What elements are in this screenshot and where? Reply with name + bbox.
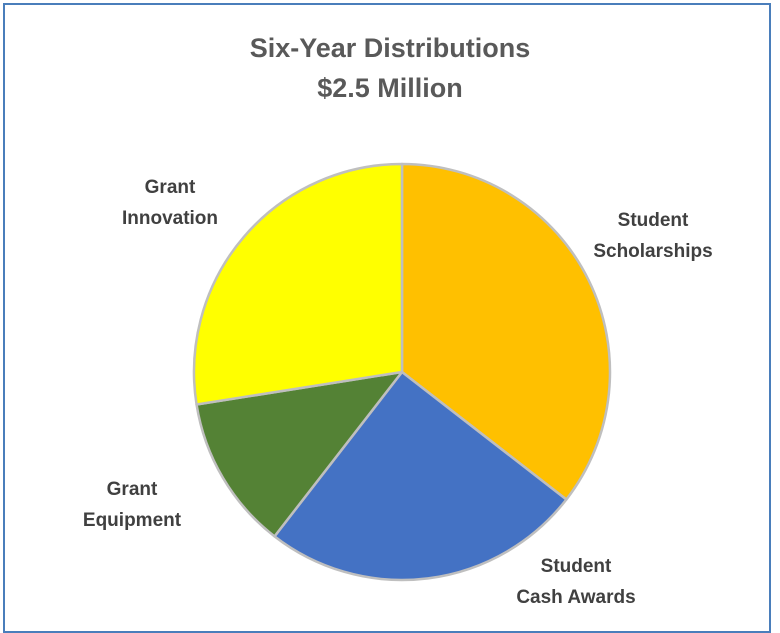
slice-label-line: Equipment — [82, 510, 182, 531]
slice-label-line: Student — [617, 210, 689, 231]
slice-label-line: Cash Awards — [516, 587, 636, 608]
slice-label-line: Scholarships — [593, 241, 713, 262]
chart-subtitle: $2.5 Million — [317, 73, 463, 103]
slice-label-grant-innovation: Grant Innovation — [110, 172, 230, 234]
slice-label-line: Student — [540, 556, 612, 577]
pie-slice-grant-innovation — [192, 162, 404, 406]
slice-label-line: Innovation — [121, 208, 219, 229]
chart-title: Six-Year Distributions — [249, 33, 531, 63]
pie-slices — [192, 162, 612, 582]
chart-title-block: Six-Year Distributions $2.5 Million — [0, 28, 780, 108]
slice-label-line: Grant — [106, 479, 158, 500]
pie-slice-student-scholarships — [400, 162, 612, 501]
slice-label-student-scholarships: Student Scholarships — [578, 205, 728, 267]
slice-label-grant-equipment: Grant Equipment — [72, 474, 192, 536]
slice-label-student-cash-awards: Student Cash Awards — [501, 551, 651, 613]
pie-slice-student-cash-awards — [273, 370, 568, 582]
slice-label-line: Grant — [144, 177, 196, 198]
pie-slice-grant-equipment — [195, 370, 404, 538]
